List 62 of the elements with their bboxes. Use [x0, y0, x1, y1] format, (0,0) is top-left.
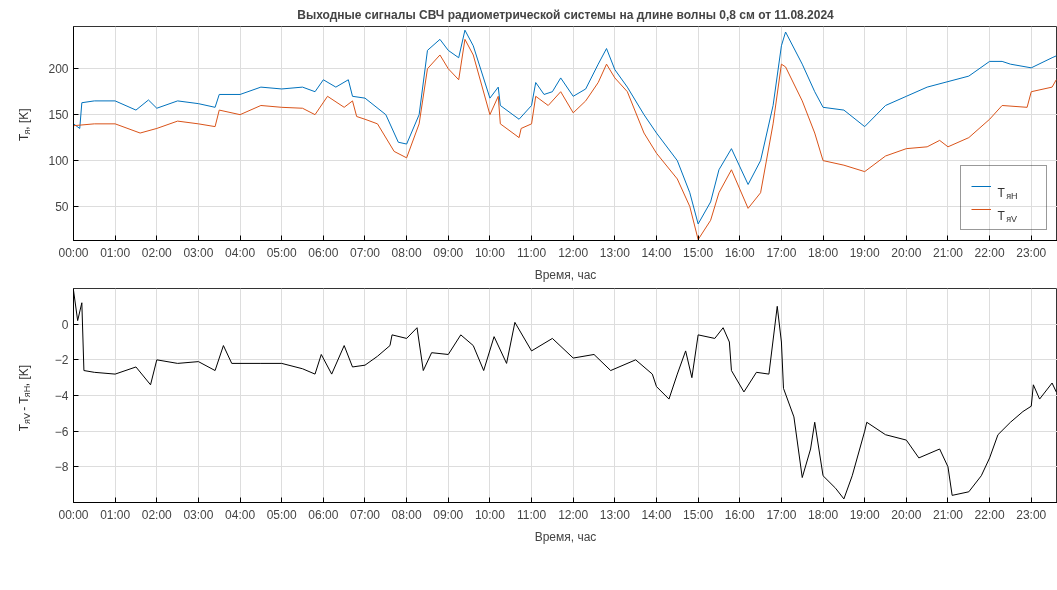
x-tick-label: 13:00: [599, 245, 631, 260]
x-tick-label: 18:00: [808, 245, 839, 260]
x-tick-label: 01:00: [100, 507, 131, 522]
x-tick-label: 11:00: [516, 245, 547, 260]
x-tick-label: 22:00: [974, 245, 1005, 260]
x-tick-label: 04:00: [225, 507, 256, 522]
x-tick-label: 19:00: [849, 507, 881, 522]
x-tick-label: 16:00: [724, 507, 756, 522]
y-tick-label: −2: [54, 353, 69, 368]
y-axis-title: TяV - TяH, [K]: [16, 364, 32, 432]
x-tick-label: 15:00: [683, 507, 714, 522]
x-tick-label: 03:00: [183, 507, 214, 522]
x-axis-title: Время, час: [534, 267, 597, 282]
chart-title: Выходные сигналы СВЧ радиометрической системы на длине волны 0,8 см от 11.08.2024: [297, 7, 835, 22]
x-tick-label: 10:00: [474, 507, 506, 522]
y-tick-label: 50: [55, 200, 69, 215]
x-tick-label: 05:00: [266, 245, 298, 260]
y-axis-title: Tя, [K]: [16, 108, 32, 142]
y-tick-label: −6: [54, 424, 69, 439]
x-tick-label: 21:00: [932, 245, 964, 260]
x-tick-label: 13:00: [599, 507, 631, 522]
x-tick-label: 20:00: [891, 507, 922, 522]
x-tick-label: 14:00: [641, 507, 672, 522]
x-tick-label: 01:00: [100, 245, 131, 260]
x-tick-label: 19:00: [849, 245, 881, 260]
x-tick-label: 23:00: [1016, 245, 1047, 260]
x-tick-label: 08:00: [391, 245, 422, 260]
x-tick-label: 09:00: [433, 507, 464, 522]
x-tick-label: 00:00: [58, 507, 89, 522]
y-tick-label: −4: [54, 389, 69, 403]
y-tick-label: −8: [54, 460, 69, 475]
x-axis-title: Время, час: [534, 529, 597, 544]
x-tick-label: 18:00: [808, 507, 839, 522]
x-tick-label: 03:00: [183, 245, 214, 260]
x-tick-label: 10:00: [474, 245, 506, 260]
x-tick-label: 12:00: [558, 245, 589, 260]
y-tick-label: 150: [48, 108, 69, 123]
x-tick-label: 12:00: [558, 507, 589, 522]
x-tick-label: 11:00: [516, 507, 547, 522]
x-tick-label: 06:00: [308, 245, 339, 260]
y-tick-label: 100: [48, 154, 69, 169]
x-tick-label: 14:00: [641, 245, 672, 260]
x-tick-label: 02:00: [141, 507, 173, 522]
x-tick-label: 05:00: [266, 507, 298, 522]
x-tick-label: 00:00: [58, 245, 89, 260]
x-tick-label: 09:00: [433, 245, 464, 260]
x-tick-label: 06:00: [308, 507, 339, 522]
x-tick-label: 21:00: [932, 507, 964, 522]
x-tick-label: 16:00: [724, 245, 756, 260]
x-tick-label: 22:00: [974, 507, 1005, 522]
y-tick-label: 0: [61, 317, 69, 332]
x-tick-label: 15:00: [683, 245, 714, 260]
x-tick-label: 07:00: [349, 245, 381, 260]
x-tick-label: 08:00: [391, 507, 422, 522]
x-tick-label: 07:00: [349, 507, 381, 522]
x-tick-label: 17:00: [766, 507, 797, 522]
x-tick-label: 02:00: [141, 245, 173, 260]
x-tick-label: 04:00: [225, 245, 256, 260]
x-tick-label: 17:00: [766, 245, 797, 260]
y-tick-label: 200: [48, 62, 69, 77]
x-tick-label: 20:00: [891, 245, 922, 260]
x-tick-label: 23:00: [1016, 507, 1047, 522]
